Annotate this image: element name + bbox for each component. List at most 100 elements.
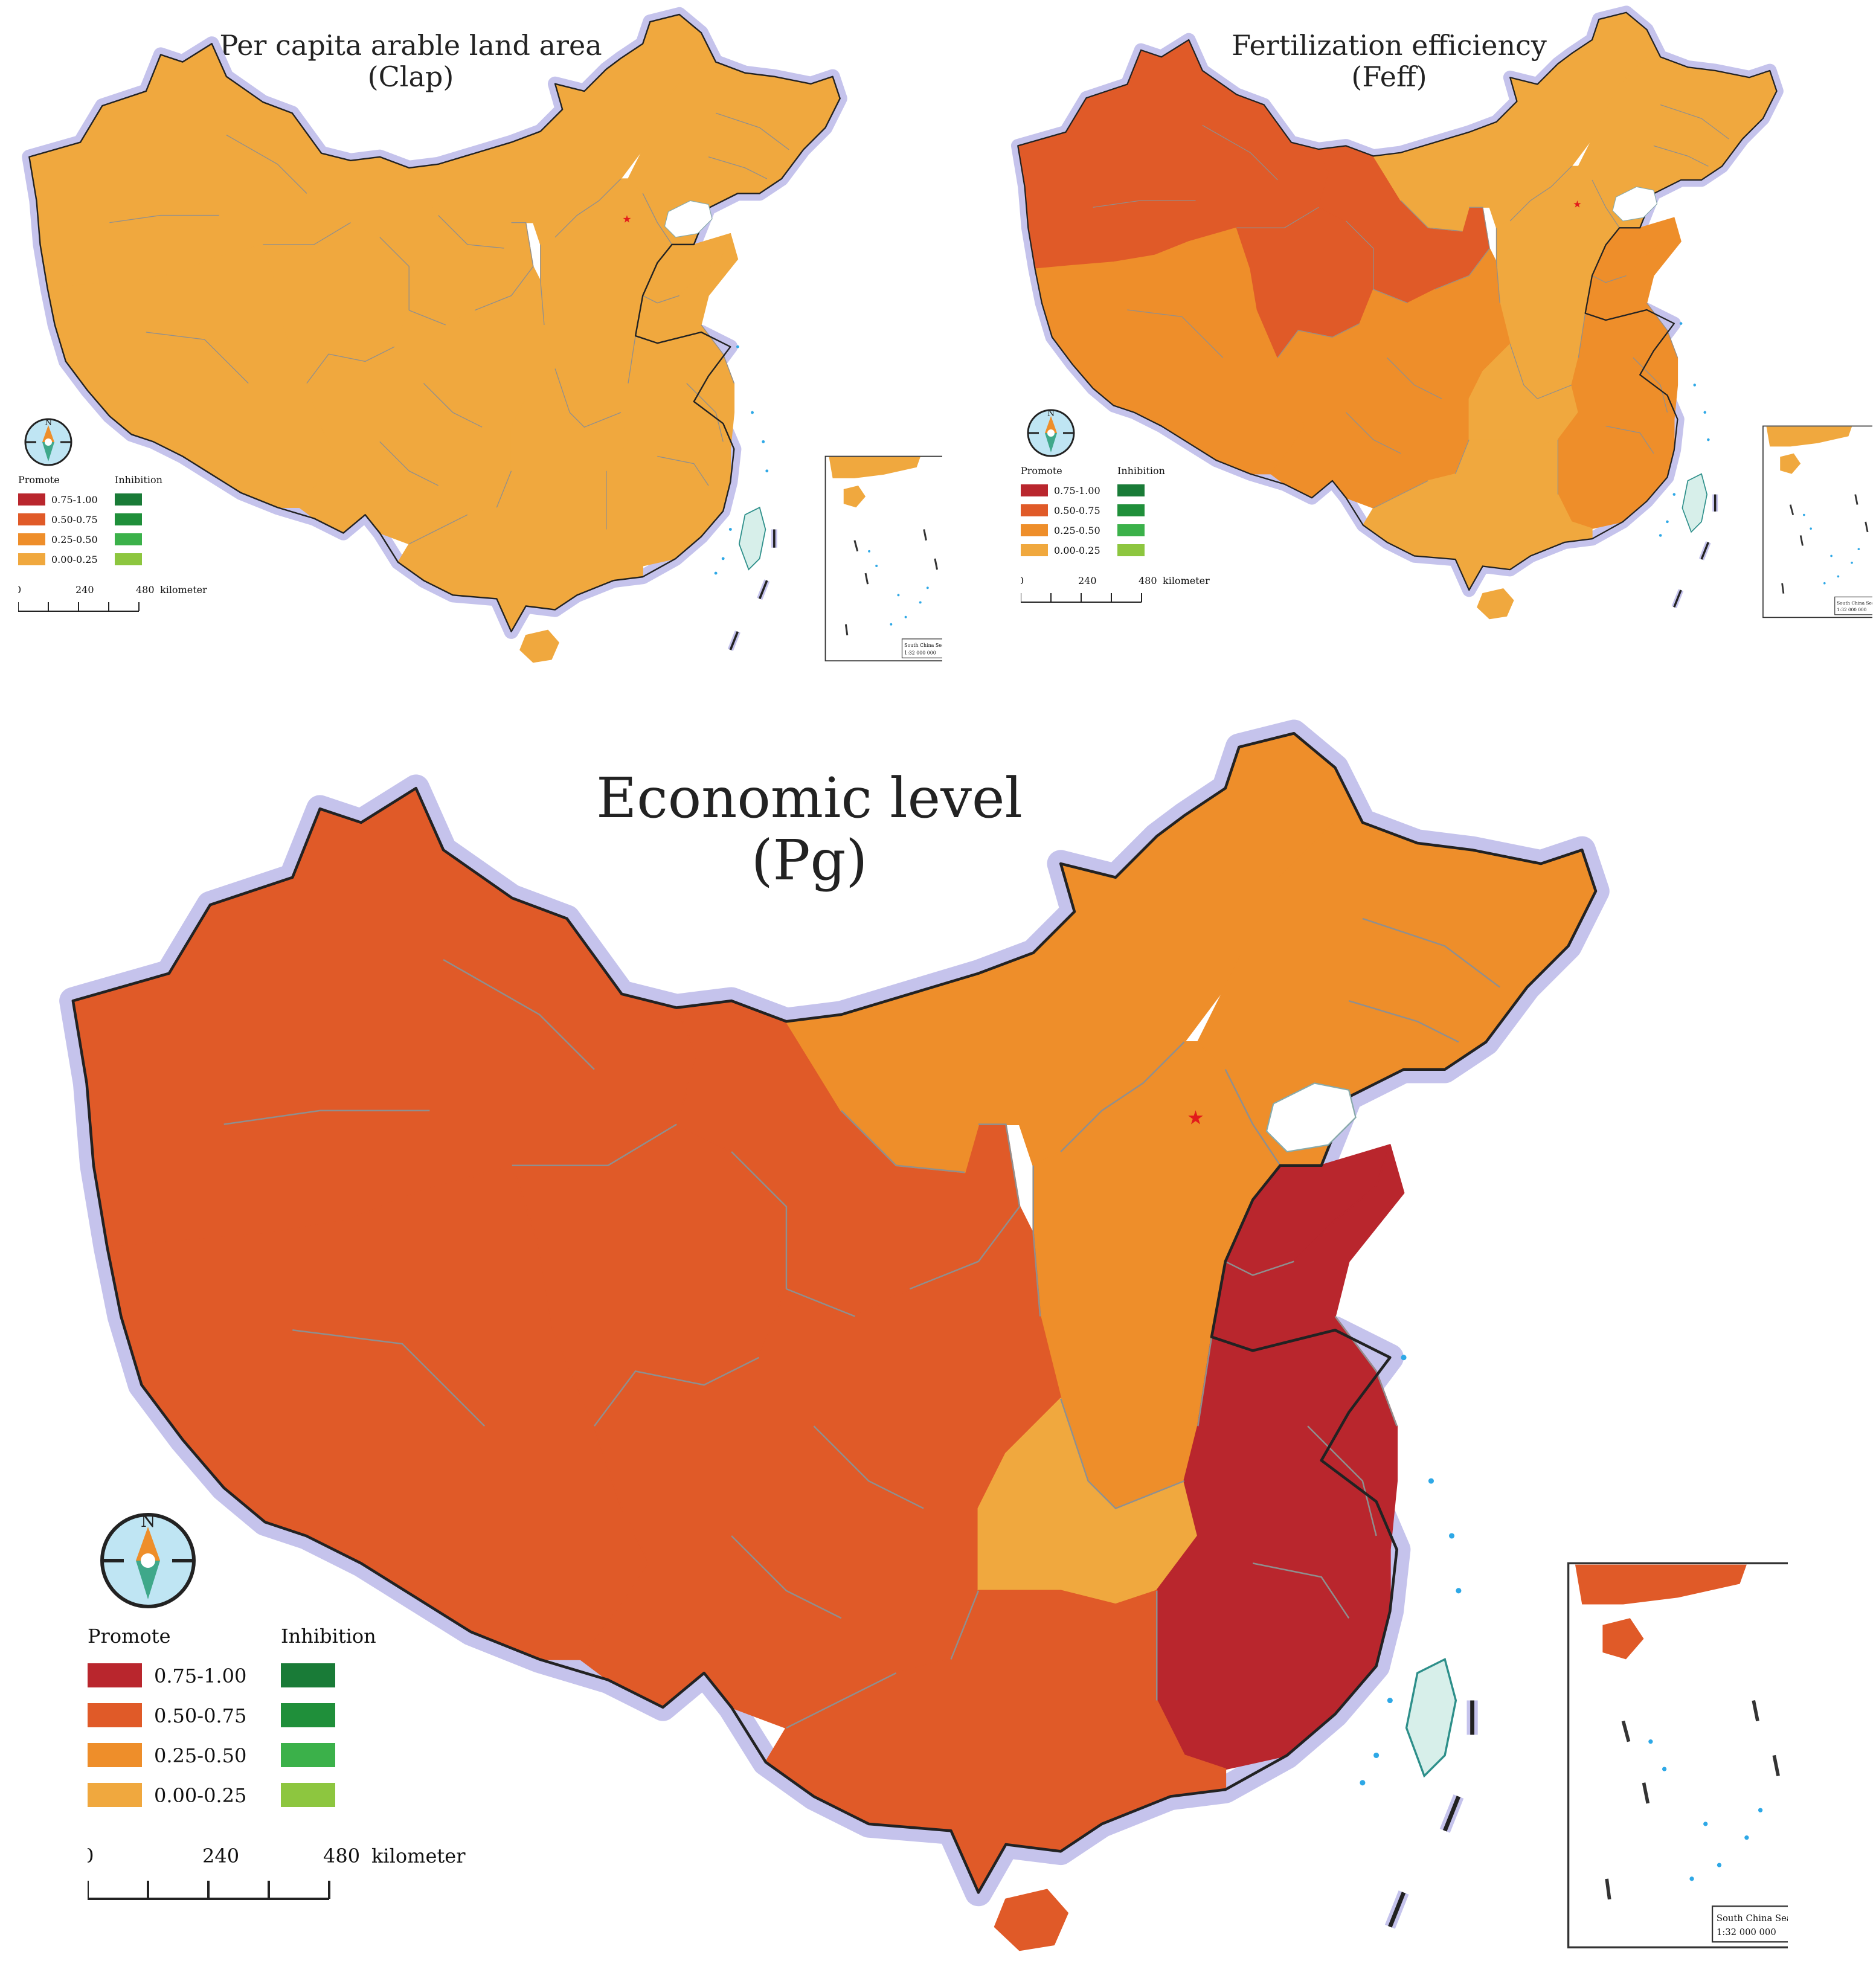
legend-swatch-inhibition	[115, 533, 142, 545]
inset-hainan	[1780, 453, 1801, 474]
province-border	[1509, 165, 1572, 222]
compass-needle-north	[1045, 416, 1057, 433]
national-border	[71, 731, 1598, 1894]
region-hainan	[1477, 588, 1514, 620]
province-border	[1060, 1398, 1185, 1510]
legend-header-inhibition: Inhibition	[115, 474, 162, 486]
province-border	[379, 237, 410, 310]
legend-range-label: 0.00-0.25	[1054, 545, 1100, 556]
inset-island-dot	[926, 586, 929, 589]
province-border	[1633, 357, 1668, 412]
province-border	[1455, 439, 1470, 474]
legend-swatch-promote	[88, 1663, 142, 1687]
province-border	[496, 470, 512, 508]
scale-unit-label: kilometer	[371, 1844, 466, 1867]
province-border	[408, 514, 468, 545]
capital-star-icon: ★	[1573, 198, 1581, 210]
province-border	[1592, 275, 1627, 283]
inset-island-dot	[1810, 527, 1812, 530]
compass-north-label: N	[141, 1511, 156, 1531]
province-border	[1127, 309, 1224, 358]
island-dot	[751, 411, 754, 414]
inset-island-dot	[1662, 1767, 1667, 1771]
compass-center	[1047, 429, 1055, 437]
compass-needle-south	[1045, 433, 1057, 452]
legend-swatch-inhibition	[1117, 524, 1145, 536]
boundary-dash	[1388, 1892, 1406, 1928]
island-dot	[1659, 534, 1662, 537]
inset-boundary-dash	[1781, 583, 1785, 594]
scale-tick-label: 0	[1021, 575, 1024, 586]
province-border	[1386, 357, 1442, 399]
province-border	[593, 1356, 760, 1427]
bohai-sea	[664, 200, 713, 238]
legend-svg-clap: N Promote Inhibition 0.75-1.00 0.50-0.75 0.25…	[18, 418, 207, 612]
legend-header-inhibition: Inhibition	[281, 1625, 376, 1648]
map-title-clap: Per capita arable land area (Clap)	[181, 30, 640, 92]
legend-header-inhibition: Inhibition	[1117, 465, 1165, 477]
scale-unit-label: kilometer	[1163, 575, 1210, 586]
compass-north-label: N	[1047, 409, 1055, 419]
legend-range-label: 0.75-1.00	[1054, 485, 1100, 496]
legend-swatch-inhibition	[281, 1663, 335, 1687]
compass-needle-north	[136, 1527, 160, 1561]
compass-needle-south	[42, 442, 54, 461]
province-border	[813, 1425, 924, 1509]
province-border	[263, 222, 351, 245]
inset-label: South China Sea	[1837, 600, 1872, 606]
island-dot	[1703, 411, 1706, 414]
boundary-dash	[729, 631, 739, 650]
province-border	[1605, 425, 1654, 454]
inset-boundary-dash	[1621, 1720, 1631, 1742]
legend-header-promote: Promote	[1021, 465, 1062, 477]
inset-frame	[824, 455, 942, 662]
legend-range-label: 0.50-0.75	[1054, 505, 1100, 516]
taiwan-island	[1405, 1657, 1457, 1778]
inset-island-dot	[897, 594, 900, 597]
legend-swatch-inhibition	[281, 1783, 335, 1807]
island-dot	[714, 571, 718, 575]
island-dot	[1707, 438, 1710, 441]
inset-boundary-dash	[1752, 1700, 1759, 1722]
legend-header-promote: Promote	[18, 474, 60, 486]
inset-label: South China Sea	[904, 643, 942, 648]
province-border	[1434, 207, 1490, 290]
province-border	[1373, 480, 1428, 509]
compass-center	[141, 1553, 155, 1568]
province-border	[731, 1535, 842, 1619]
boundary-dash	[758, 580, 768, 600]
scale-tick-label: 0	[18, 584, 21, 595]
legend-svg-pg: N Promote Inhibition 0.75-1.00 0.50-0.75 0.25…	[88, 1511, 466, 1900]
inset-boundary-dash	[1799, 535, 1804, 546]
inset-scale: 1:32 000 000	[904, 650, 936, 655]
island-dot	[1373, 1752, 1380, 1758]
legend-swatch-promote	[1021, 544, 1048, 556]
island-dot	[765, 469, 769, 473]
national-border	[1017, 11, 1778, 591]
compass-needle-north	[42, 425, 54, 442]
legend-swatch-promote	[18, 493, 45, 506]
inset-hainan	[843, 485, 866, 508]
province-border	[1362, 917, 1500, 988]
inset-island-dot	[1717, 1863, 1722, 1867]
province-border	[1060, 1041, 1185, 1152]
inset-island-dot	[1830, 554, 1833, 557]
legend-swatch-promote	[1021, 524, 1048, 536]
scale-tick-label: 240	[75, 584, 94, 595]
inset-frame	[1567, 1562, 1788, 1949]
inset-boundary-dash	[1865, 521, 1869, 533]
map-svg-pg: ★ South China Sea 1:32 000 000	[59, 719, 1788, 1951]
province-border	[306, 346, 395, 384]
province-border	[1400, 200, 1462, 232]
province-border	[554, 178, 622, 238]
province-border	[642, 193, 673, 245]
legend-swatch-inhibition	[281, 1703, 335, 1727]
province-border	[1346, 220, 1374, 290]
island-dot	[1456, 1588, 1462, 1594]
legend-range-label: 0.25-0.50	[51, 534, 98, 545]
inset-boundary-dash	[864, 573, 869, 585]
province-border	[223, 1109, 430, 1125]
inset-label-box	[1834, 596, 1872, 615]
scale-tick-label: 240	[202, 1844, 239, 1867]
legend-swatch-promote	[88, 1703, 142, 1727]
